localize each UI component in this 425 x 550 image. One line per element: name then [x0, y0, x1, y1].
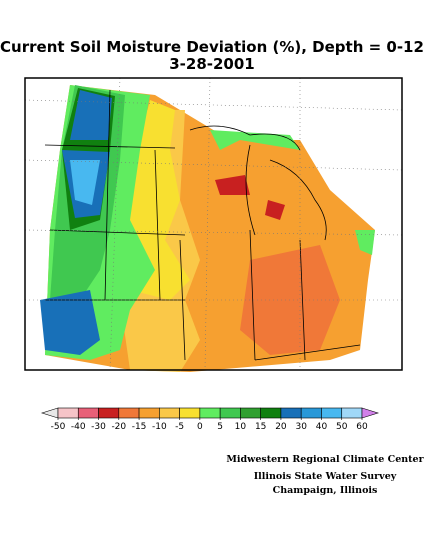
- colorbar-label: -40: [71, 422, 86, 432]
- map-frame: [24, 77, 403, 371]
- colorbar-end: [361, 407, 380, 419]
- colorbar-box: [260, 407, 282, 419]
- colorbar-label: -50: [51, 422, 66, 432]
- colorbar-box: [300, 407, 322, 419]
- colorbar-label: 20: [275, 422, 287, 432]
- colorbar-label: -30: [91, 422, 106, 432]
- region-red-1: [215, 175, 250, 195]
- colorbar-box: [341, 407, 363, 419]
- credit: Champaign, Illinois: [273, 485, 378, 496]
- colorbar-label: -10: [152, 422, 167, 432]
- colorbar-box: [321, 407, 343, 419]
- colorbar-label: 40: [316, 422, 328, 432]
- date: 3-28-2001: [169, 55, 255, 73]
- title: Current Soil Moisture Deviation (%), Dep…: [0, 38, 424, 56]
- graticule: [24, 77, 403, 371]
- colorbar-label: 10: [235, 422, 247, 432]
- region-light-blue: [70, 160, 100, 205]
- colorbar-box: [138, 407, 160, 419]
- colorbar-label: 60: [356, 422, 368, 432]
- region-blue-south: [40, 290, 100, 355]
- colorbar-label: 15: [255, 422, 266, 432]
- colorbar-box: [219, 407, 241, 419]
- credit: Illinois State Water Survey: [254, 471, 397, 482]
- colorbar-label: -20: [111, 422, 126, 432]
- colorbar-box: [199, 407, 221, 419]
- region-green-east: [355, 230, 375, 255]
- colorbar-box: [57, 407, 79, 419]
- credit: Midwestern Regional Climate Center: [226, 454, 424, 465]
- colorbar-box: [280, 407, 302, 419]
- colorbar-box: [179, 407, 201, 419]
- colorbar-box: [77, 407, 99, 419]
- region-blue-north: [70, 90, 112, 140]
- colorbar-box: [159, 407, 180, 419]
- colorbar-box: [98, 407, 120, 419]
- colorbar-box: [118, 407, 140, 419]
- colorbar-label: 5: [217, 422, 223, 432]
- colorbar-label: 50: [336, 422, 348, 432]
- colorbar-label: 0: [197, 422, 203, 432]
- colorbar-box: [240, 407, 261, 419]
- colorbar-label: 30: [295, 422, 307, 432]
- map: [24, 77, 403, 372]
- region-red-2: [265, 200, 285, 220]
- colorbar-label: -5: [175, 422, 184, 432]
- colorbar: -50 -40 -30 -20 -15 -10 -5 0 5 10 15 20 30 40 50 60: [40, 407, 380, 432]
- colorbar-label: -15: [132, 422, 147, 432]
